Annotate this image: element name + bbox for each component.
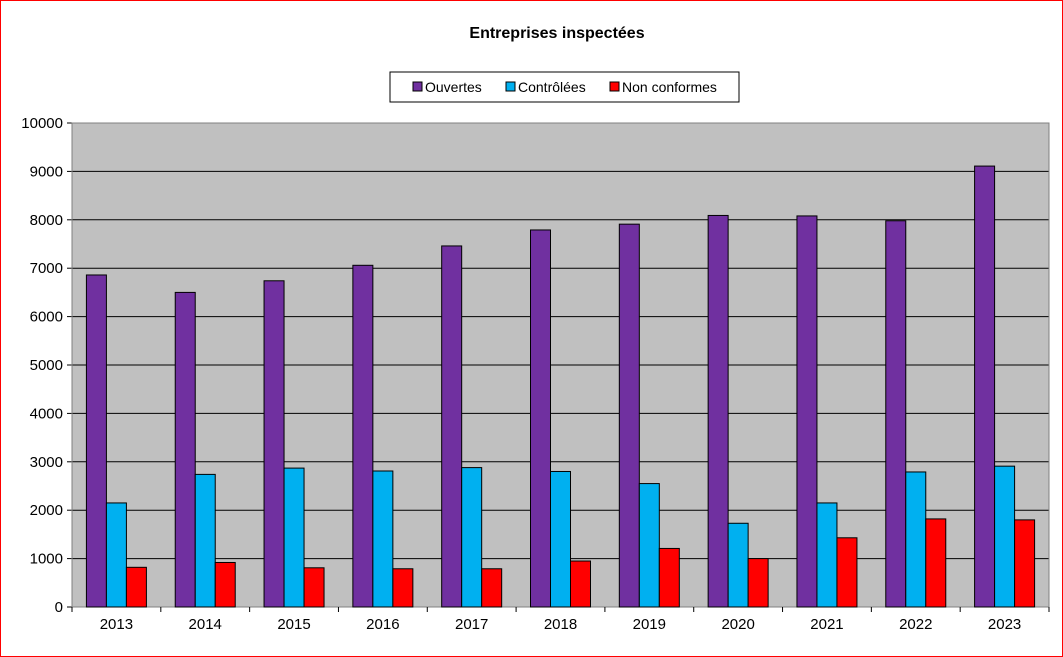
legend-label: Contrôlées	[518, 79, 586, 95]
bar-non-conformes-2019	[658, 547, 680, 608]
bar-ouvertes-2013	[85, 274, 107, 608]
x-tick-label: 2019	[633, 616, 666, 633]
plot-area: 0 1000 2000 3000 4000 5000 6000 7000 8000 9000 100…	[21, 115, 1050, 633]
bar-contr-l-es-2017	[461, 467, 483, 608]
chart-title: Entreprises inspectées	[469, 25, 644, 42]
legend-label: Non conformes	[622, 79, 717, 95]
bar-contr-l-es-2018	[550, 470, 571, 608]
y-tick-label: 8000	[30, 212, 63, 229]
legend-box	[389, 71, 740, 103]
x-tick-label: 2017	[455, 616, 488, 633]
x-tick-label: 2018	[544, 616, 577, 633]
legend-swatch	[505, 81, 516, 92]
bar-non-conformes-2018	[570, 560, 591, 608]
bar-ouvertes-2018	[530, 229, 551, 608]
y-tick-label: 5000	[30, 357, 63, 374]
x-tick-label: 2013	[100, 616, 133, 633]
bar-non-conformes-2023	[1014, 519, 1036, 608]
bar-ouvertes-2019	[618, 223, 640, 608]
bar-ouvertes-2020	[707, 214, 729, 608]
x-tick-label: 2014	[189, 616, 222, 633]
bar-non-conformes-2020	[747, 558, 769, 608]
bar-non-conformes-2014	[214, 561, 236, 608]
bar-non-conformes-2017	[481, 568, 503, 608]
y-tick-label: 6000	[30, 309, 63, 326]
bar-non-conformes-2022	[925, 518, 947, 608]
legend-label: Ouvertes	[425, 79, 482, 95]
x-tick-label: 2015	[277, 616, 310, 633]
bar-contr-l-es-2023	[994, 465, 1016, 608]
y-tick-label: 2000	[30, 502, 63, 519]
bar-contr-l-es-2014	[194, 473, 216, 608]
legend: Ouvertes Contrôlées Non conformes	[389, 71, 740, 103]
x-tick-label: 2020	[721, 616, 754, 633]
bar-contr-l-es-2013	[105, 502, 127, 608]
y-tick-label: 9000	[30, 163, 63, 180]
bar-ouvertes-2014	[174, 291, 196, 608]
bar-ouvertes-2017	[441, 245, 463, 608]
bar-contr-l-es-2016	[372, 470, 394, 608]
y-tick-label: 3000	[30, 454, 63, 471]
bar-non-conformes-2021	[836, 537, 858, 608]
bar-contr-l-es-2021	[816, 502, 838, 608]
bar-contr-l-es-2022	[905, 471, 927, 608]
y-tick-label: 0	[55, 599, 63, 616]
bar-contr-l-es-2015	[283, 467, 305, 608]
bar-ouvertes-2015	[263, 280, 285, 608]
y-tick-label: 4000	[30, 405, 63, 422]
x-tick-label: 2016	[366, 616, 399, 633]
y-tick-label: 10000	[21, 115, 63, 132]
bar-ouvertes-2016	[352, 264, 374, 608]
y-tick-label: 7000	[30, 260, 63, 277]
legend-swatch	[412, 81, 423, 92]
legend-swatch	[609, 81, 620, 92]
bar-ouvertes-2023	[974, 165, 996, 608]
x-tick-label: 2023	[988, 616, 1021, 633]
bar-non-conformes-2013	[125, 566, 147, 608]
bar-contr-l-es-2020	[727, 522, 749, 608]
x-tick-label: 2021	[810, 616, 843, 633]
bar-non-conformes-2016	[392, 568, 414, 608]
x-tick-label: 2022	[899, 616, 932, 633]
bar-non-conformes-2015	[303, 567, 325, 608]
bar-ouvertes-2022	[885, 220, 907, 608]
y-tick-label: 1000	[30, 551, 63, 568]
bar-contr-l-es-2019	[638, 483, 660, 608]
bar-ouvertes-2021	[796, 215, 818, 608]
